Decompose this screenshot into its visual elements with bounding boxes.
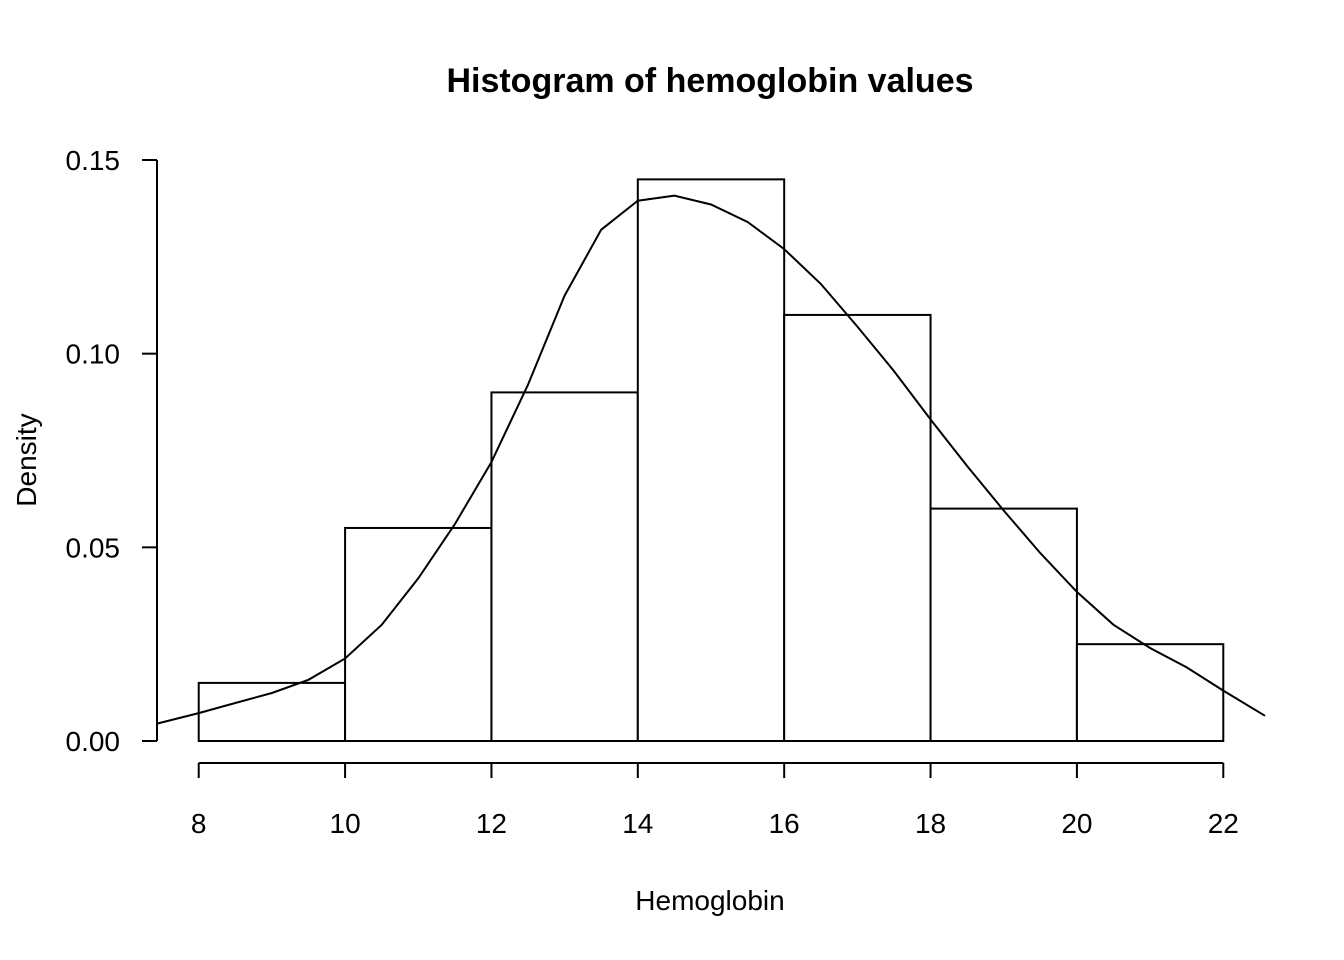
x-tick-label: 10 — [330, 808, 361, 839]
x-tick-label: 8 — [191, 808, 207, 839]
x-tick-label: 20 — [1061, 808, 1092, 839]
x-tick-label: 16 — [769, 808, 800, 839]
x-tick-label: 18 — [915, 808, 946, 839]
y-axis-label: Density — [11, 413, 42, 506]
density-curve — [156, 194, 1266, 725]
histogram-bar-18-20 — [929, 507, 1078, 742]
histogram-bar-10-12 — [344, 526, 493, 743]
chart-title: Histogram of hemoglobin values — [446, 62, 973, 100]
y-tick-label: 0.00 — [66, 726, 121, 757]
x-axis: 8 10 12 14 16 18 20 22 — [191, 762, 1239, 839]
y-tick-label: 0.05 — [66, 532, 121, 563]
y-tick-label: 0.10 — [66, 339, 121, 370]
histogram-bar-8-10 — [197, 681, 347, 743]
y-tick-label: 0.15 — [66, 145, 121, 176]
x-tick-label: 14 — [622, 808, 653, 839]
x-axis-label: Hemoglobin — [635, 885, 784, 916]
histogram-bar-20-22 — [1075, 643, 1225, 743]
histogram-bar-12-14 — [490, 391, 639, 742]
x-tick-label: 22 — [1208, 808, 1239, 839]
x-tick-label: 12 — [476, 808, 507, 839]
bars-layer — [197, 178, 1225, 743]
y-axis: 0.00 0.05 0.10 0.15 — [66, 145, 158, 757]
histogram-bar-14-16 — [636, 178, 786, 743]
histogram-bar-16-18 — [783, 313, 932, 742]
